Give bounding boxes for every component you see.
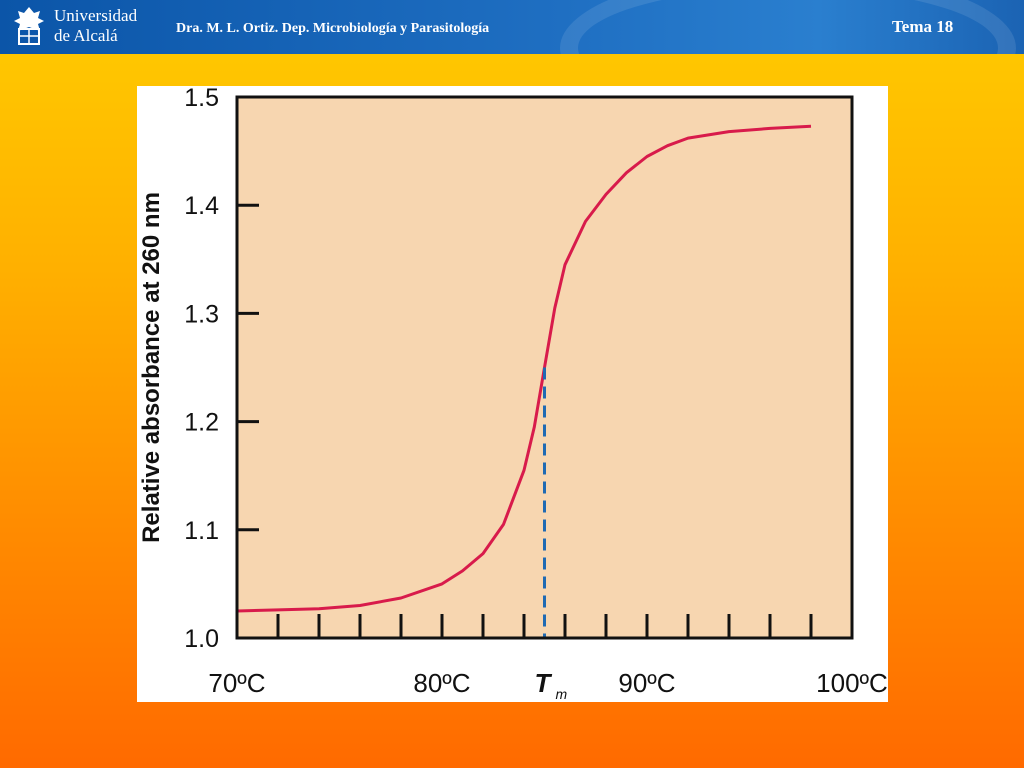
y-tick-label: 1.1 [184,517,219,545]
university-name-line1: Universidad [54,6,138,25]
lecturer-text: Dra. M. L. Ortiz. Dep. Microbiología y P… [176,21,490,36]
university-name-line2: de Alcalá [54,26,118,45]
y-tick-label: 1.5 [184,86,219,112]
x-tick-label: 100ºC [816,668,888,698]
y-tick-label: 1.4 [184,192,219,220]
tm-label-subscript: m [556,686,568,702]
x-tick-label: 70ºC [208,668,265,698]
y-tick-label: 1.0 [184,625,219,653]
university-crest-icon [14,7,44,45]
topic-label: Tema 18 [892,17,954,36]
x-tick-label: 90ºC [618,668,675,698]
plot-frame [235,95,854,640]
university-name: Universidad de Alcalá [54,6,137,46]
y-tick-label: 1.3 [184,300,219,328]
y-axis-label: Relative absorbance at 260 nm [138,192,165,543]
x-tick-label: 80ºC [413,668,470,698]
tm-label: T [535,668,553,698]
melting-curve-chart: 1.0 1.1 1.2 1.3 1.4 1.5 70ºC 80ºC 90ºC 100ºC T m Rel… [138,86,888,702]
slide-header: Universidad de Alcalá Dra. M. L. Ortiz. … [0,0,1024,54]
y-tick-label: 1.2 [184,409,219,437]
